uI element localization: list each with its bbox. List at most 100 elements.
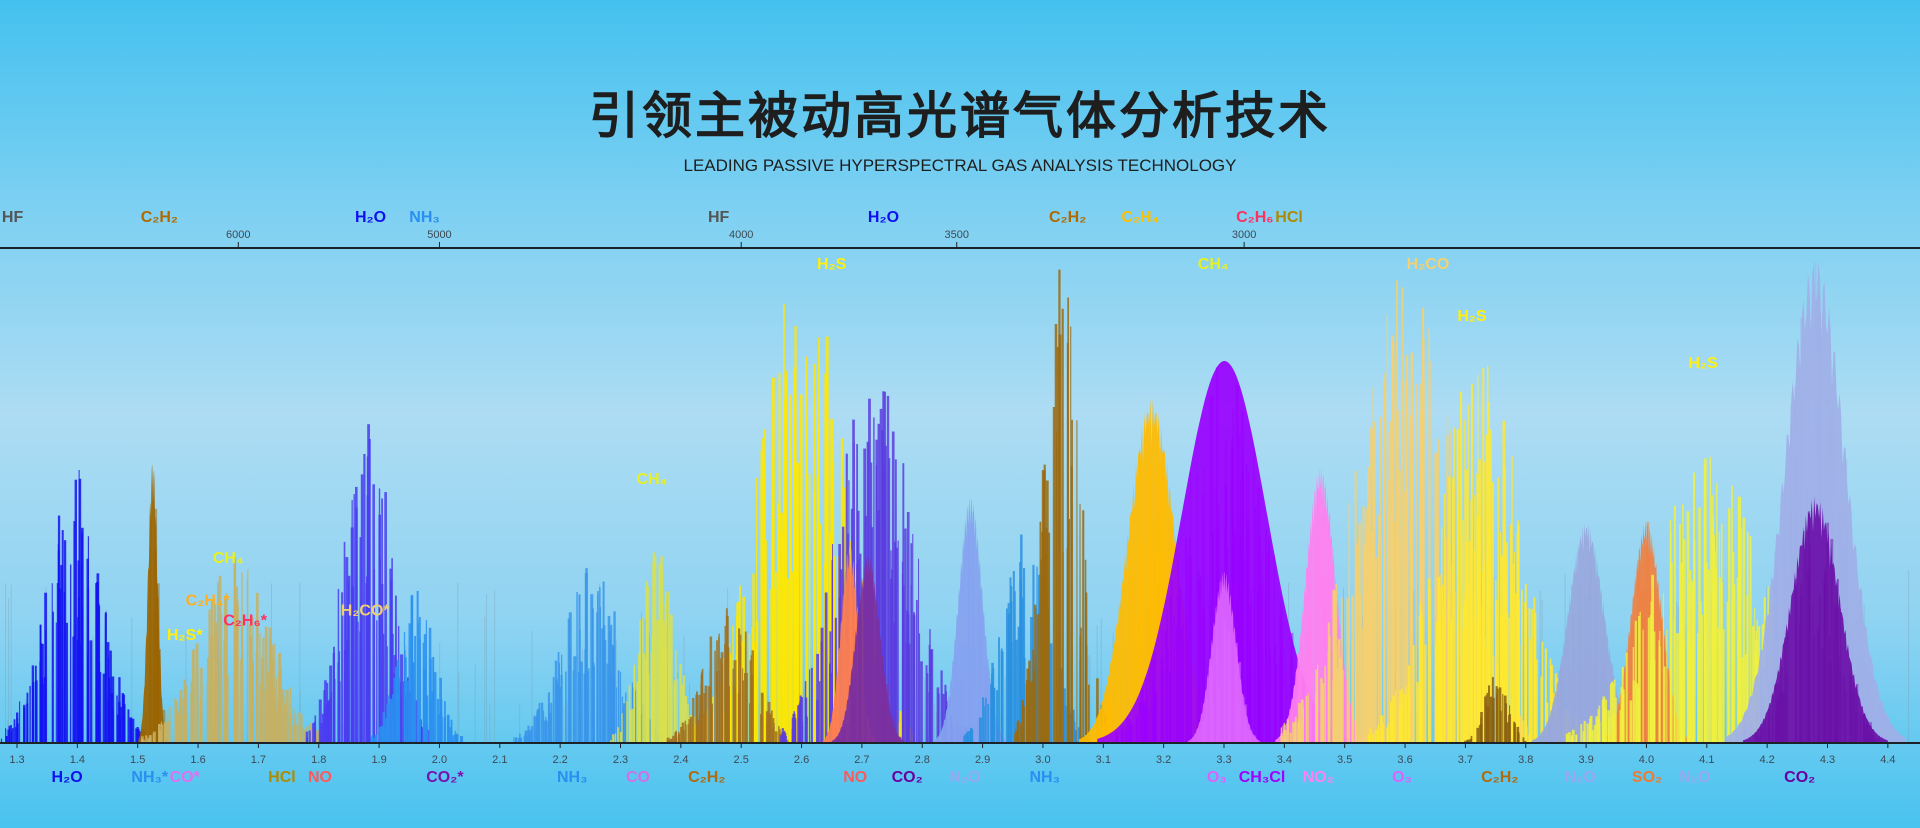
bottom-gas-label: CH₃Cl (1239, 769, 1286, 786)
spectral-line (1210, 683, 1212, 743)
spectral-line (1733, 584, 1736, 743)
spectral-line (875, 439, 878, 743)
spectral-line (1045, 528, 1048, 743)
spectral-line (545, 721, 548, 743)
spectral-line (1235, 696, 1237, 743)
spectral-line (1025, 684, 1027, 743)
spectral-line (1188, 537, 1191, 743)
spectral-line (1564, 652, 1567, 743)
spectral-line (1180, 627, 1183, 743)
spectral-line (588, 668, 590, 743)
spectral-line (1438, 618, 1441, 743)
spectral-line (72, 636, 75, 743)
spectral-line (621, 713, 623, 743)
spectral-line (804, 697, 808, 743)
spectral-line (1642, 617, 1646, 743)
spectral-line (1540, 676, 1543, 743)
spectral-line (662, 625, 666, 743)
spectral-line (1111, 689, 1113, 743)
spectral-line (1759, 726, 1763, 743)
spectral-line (390, 579, 393, 743)
spectral-line (1544, 734, 1547, 743)
spectral-line (1279, 614, 1282, 743)
spectral-line (337, 662, 339, 743)
spectral-line (769, 589, 771, 743)
spectral-line (1836, 584, 1838, 743)
background-line (933, 703, 935, 743)
spectral-line (1195, 734, 1197, 743)
spectral-line (1503, 466, 1506, 743)
bottom-gas-label: CO* (170, 769, 201, 786)
band-area (1743, 496, 1888, 743)
spectral-line (1588, 581, 1591, 743)
spectral-line (728, 647, 730, 743)
spectral-line (1088, 684, 1090, 743)
bottom-gas-label: N₂O (1565, 769, 1596, 786)
spectral-line (875, 631, 878, 743)
spectral-line (744, 673, 746, 743)
spectral-line (704, 685, 708, 743)
spectral-line (712, 696, 714, 743)
top-tick-label: 3500 (944, 229, 968, 241)
spectral-line (681, 684, 685, 743)
spectral-line (1138, 700, 1141, 743)
spectral-line (1446, 416, 1449, 743)
spectral-line (834, 617, 837, 743)
spectral-line (341, 592, 344, 743)
spectral-line (1688, 583, 1691, 743)
spectral-line (676, 679, 679, 743)
spectral-line (515, 737, 518, 743)
spectral-line (1134, 553, 1137, 743)
spectral-line (834, 699, 837, 743)
spectral-line (370, 736, 373, 743)
spectral-line (780, 512, 783, 743)
spectral-line (1780, 697, 1784, 743)
spectral-line (543, 720, 546, 743)
spectral-line (1611, 681, 1613, 743)
spectral-line (350, 527, 354, 743)
spectral-line (1261, 553, 1263, 743)
spectral-line (755, 620, 759, 743)
spectral-line (1640, 591, 1644, 743)
spectral-line (1550, 718, 1554, 743)
spectral-line (1790, 404, 1792, 743)
spectral-line (1654, 660, 1656, 743)
spectral-line (724, 644, 727, 743)
spectral-line (984, 697, 987, 743)
spectral-line (573, 656, 577, 743)
spectral-line (1205, 698, 1208, 743)
spectral-line (799, 716, 801, 743)
spectral-line (1023, 568, 1026, 743)
spectral-line (646, 612, 649, 743)
background-line (489, 704, 491, 743)
spectral-line (1235, 383, 1238, 743)
spectral-line (538, 702, 541, 743)
spectral-line (347, 575, 351, 743)
spectral-line (1527, 735, 1529, 743)
spectral-line (890, 550, 892, 743)
background-line (25, 699, 27, 743)
spectral-line (102, 673, 106, 743)
bottom-gas-label: O₃ (1207, 769, 1227, 786)
spectral-line (824, 592, 828, 743)
spectral-line (1138, 575, 1141, 743)
spectral-line (1136, 619, 1138, 743)
spectral-line (1824, 572, 1827, 743)
spectral-line (1651, 574, 1655, 743)
spectral-line (794, 325, 797, 743)
spectral-line (1874, 738, 1877, 743)
spectral-line (1451, 617, 1453, 743)
spectral-line (1197, 580, 1201, 743)
spectral-line (1856, 620, 1858, 743)
peak-annotation: C₂H₆* (223, 612, 267, 629)
spectral-line (980, 717, 983, 743)
background-line (299, 582, 301, 743)
bottom-tick-label: 4.0 (1639, 754, 1654, 766)
spectral-line (1211, 703, 1215, 743)
spectral-line (897, 540, 899, 743)
background-line (474, 663, 476, 743)
spectral-line (200, 667, 203, 743)
spectral-line (1830, 538, 1834, 743)
spectral-line (1482, 367, 1485, 743)
